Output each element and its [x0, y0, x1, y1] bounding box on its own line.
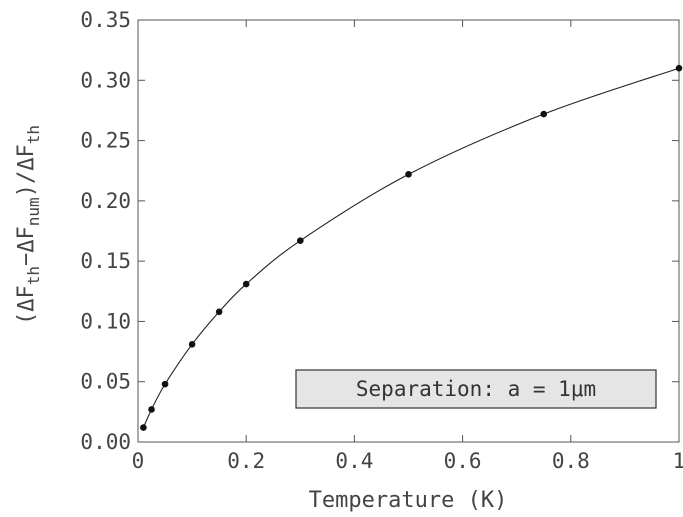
x-tick-label: 1: [673, 449, 683, 473]
ylabel-delta-1: Δ: [14, 298, 39, 311]
y-tick-label: 0.05: [80, 370, 131, 394]
data-point: [215, 308, 223, 316]
data-point: [405, 171, 412, 178]
annotation-box: Separation: a = 1μm: [295, 369, 657, 409]
ylabel-f-2: F: [14, 226, 39, 239]
data-point: [242, 280, 250, 288]
series-line: [142, 67, 680, 428]
data-point: [140, 424, 147, 431]
x-tick-label: 0.2: [227, 449, 265, 473]
y-tick-label: 0.25: [80, 129, 131, 153]
annotation-background: [295, 369, 657, 409]
y-axis-ticks: 0.00 0.05 0.10 0.15 0.20 0.25 0.30 0.35: [80, 8, 679, 454]
data-point: [540, 110, 548, 118]
y-tick-label: 0.35: [80, 8, 131, 32]
x-tick-label: 0.8: [552, 449, 590, 473]
ylabel-sub-th-1: th: [24, 266, 43, 285]
data-points: [140, 64, 683, 431]
ylabel-sub-th-2: th: [24, 125, 43, 144]
y-tick-label: 0.00: [80, 430, 131, 454]
data-point: [188, 341, 196, 348]
data-point: [148, 406, 155, 413]
annotation-text: Separation: a = 1μm: [356, 377, 596, 401]
x-axis-ticks: 0 0.2 0.4 0.6 0.8 1: [132, 20, 683, 473]
ylabel-close-paren: ): [14, 184, 39, 197]
data-point: [297, 237, 304, 244]
y-tick-label: 0.20: [80, 189, 131, 213]
x-tick-label: 0.6: [444, 449, 482, 473]
ylabel-minus: −: [14, 253, 39, 266]
ylabel-delta-3: Δ: [14, 158, 39, 171]
ylabel-slash: /: [14, 171, 39, 184]
x-tick-label: 0.4: [335, 449, 373, 473]
data-point: [161, 380, 169, 388]
ylabel-f-1: F: [14, 285, 39, 298]
y-tick-label: 0.15: [80, 249, 131, 273]
x-axis-label: Temperature (K): [309, 488, 508, 513]
plot-frame: [137, 19, 680, 443]
ylabel-f-3: F: [14, 144, 39, 157]
y-tick-label: 0.10: [80, 309, 131, 333]
ylabel-open-paren: (: [14, 312, 39, 325]
y-tick-label: 0.30: [80, 68, 131, 92]
data-point: [675, 64, 683, 72]
ylabel-delta-2: Δ: [14, 239, 39, 252]
ylabel-sub-num: num: [24, 197, 43, 226]
y-axis-label: (ΔFth−ΔFnum)/ΔFth: [14, 125, 43, 325]
x-tick-label: 0: [132, 449, 145, 473]
